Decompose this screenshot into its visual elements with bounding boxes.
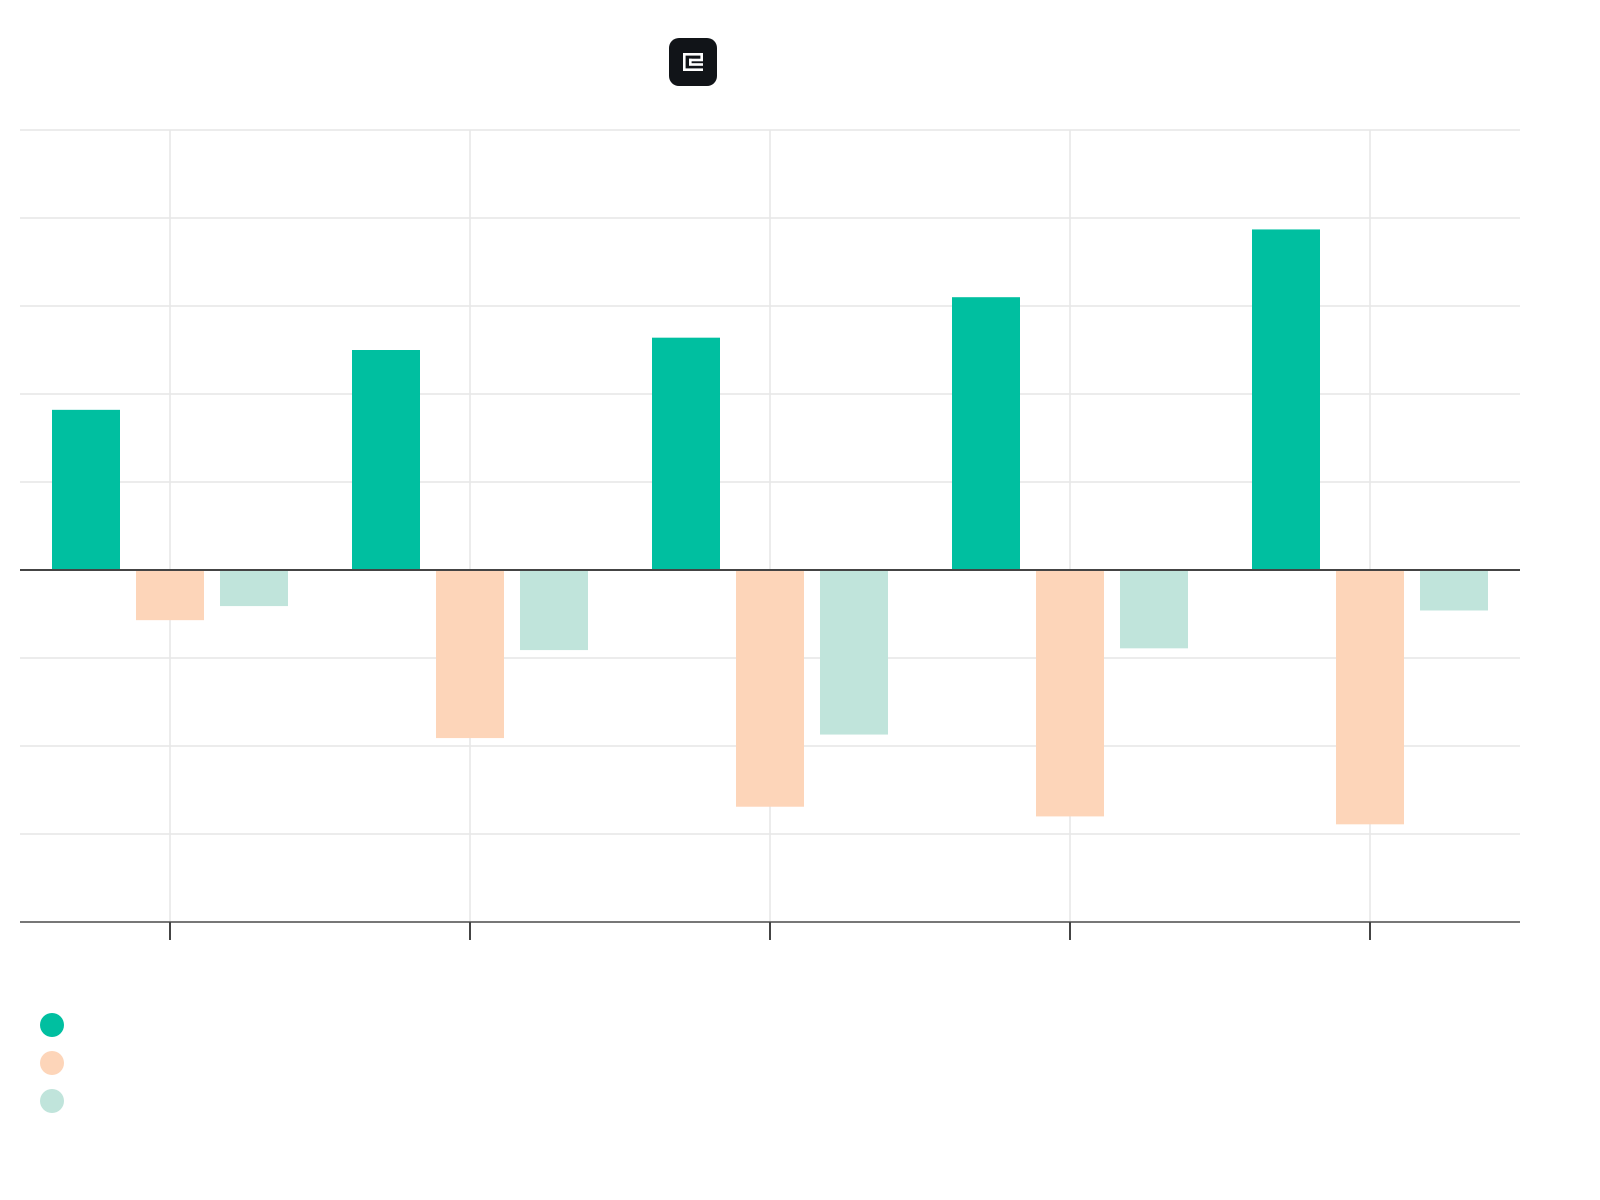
bar-series-2 [136, 570, 204, 621]
bar-series-1 [952, 297, 1020, 570]
chart-legend [40, 1006, 78, 1120]
bar-series-2 [1036, 570, 1104, 817]
legend-item-series-3[interactable] [40, 1082, 78, 1120]
legend-item-series-1[interactable] [40, 1006, 78, 1044]
legend-item-series-2[interactable] [40, 1044, 78, 1082]
bar-series-2 [1336, 570, 1404, 825]
legend-swatch-series-2 [40, 1051, 64, 1075]
legend-swatch-series-3 [40, 1089, 64, 1113]
bar-series-1 [352, 350, 420, 570]
bar-series-3 [520, 570, 588, 651]
logo-glyph-icon [683, 53, 703, 71]
bar-series-3 [1420, 570, 1488, 611]
bar-series-2 [736, 570, 804, 807]
legend-swatch-series-1 [40, 1013, 64, 1037]
bar-series-3 [820, 570, 888, 735]
bar-series-3 [1120, 570, 1188, 649]
bar-series-1 [1252, 229, 1320, 570]
app-logo-icon [669, 38, 717, 86]
bar-series-1 [652, 337, 720, 570]
bar-chart [20, 129, 1520, 940]
bar-series-3 [220, 570, 288, 607]
bar-series-1 [52, 409, 120, 570]
bar-series-2 [436, 570, 504, 739]
